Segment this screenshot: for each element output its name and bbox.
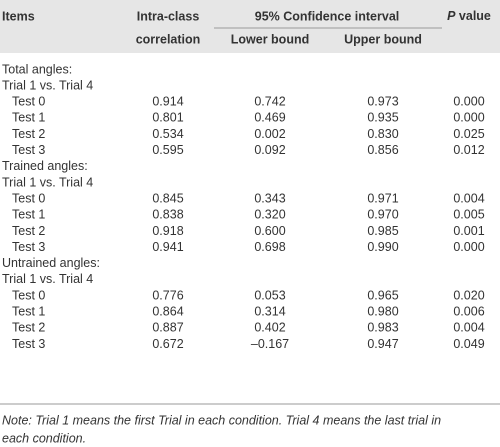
row-label: Test 2 xyxy=(12,321,45,335)
cell: 0.990 xyxy=(367,240,398,254)
row-label: Test 3 xyxy=(12,143,45,157)
cell: 0.983 xyxy=(367,321,398,335)
row-label: Test 1 xyxy=(12,111,45,125)
cell: 0.469 xyxy=(254,111,285,125)
header-band xyxy=(0,0,500,53)
cell: 0.742 xyxy=(254,95,285,109)
cell: 0.402 xyxy=(254,321,285,335)
header-p-italic: P xyxy=(447,9,456,23)
group-title: Trained angles: xyxy=(2,159,88,173)
cell: 0.534 xyxy=(152,127,183,141)
note: each condition. xyxy=(2,431,86,445)
row-label: Test 3 xyxy=(12,337,45,351)
cell: 0.005 xyxy=(453,208,484,222)
cell: 0.004 xyxy=(453,321,484,335)
cell: 0.092 xyxy=(254,143,285,157)
cell: 0.971 xyxy=(367,191,398,205)
cell: 0.856 xyxy=(367,143,398,157)
cell: 0.965 xyxy=(367,288,398,302)
cell: 0.914 xyxy=(152,95,183,109)
cell: 0.025 xyxy=(453,127,484,141)
header-p: P value xyxy=(447,9,491,23)
row-label: Test 2 xyxy=(12,127,45,141)
cell: 0.012 xyxy=(453,143,484,157)
cell: 0.864 xyxy=(152,305,183,319)
group-title: Total angles: xyxy=(2,62,72,76)
cell: –0.167 xyxy=(251,337,289,351)
group-title: Untrained angles: xyxy=(2,256,100,270)
row-label: Test 2 xyxy=(12,224,45,238)
cell: 0.049 xyxy=(453,337,484,351)
cell: 0.941 xyxy=(152,240,183,254)
cell: 0.001 xyxy=(453,224,484,238)
cell: 0.320 xyxy=(254,208,285,222)
cell: 0.918 xyxy=(152,224,183,238)
header-icc: Intra-class xyxy=(137,9,200,23)
cell: 0.006 xyxy=(453,305,484,319)
cell: 0.935 xyxy=(367,111,398,125)
cell: 0.000 xyxy=(453,95,484,109)
cell: 0.973 xyxy=(367,95,398,109)
group-subtitle: Trial 1 vs. Trial 4 xyxy=(2,175,93,189)
cell: 0.020 xyxy=(453,288,484,302)
cell: 0.985 xyxy=(367,224,398,238)
header-upper: Upper bound xyxy=(344,32,422,46)
cell: 0.845 xyxy=(152,191,183,205)
cell: 0.776 xyxy=(152,288,183,302)
cell: 0.947 xyxy=(367,337,398,351)
group-subtitle: Trial 1 vs. Trial 4 xyxy=(2,78,93,92)
cell: 0.830 xyxy=(367,127,398,141)
cell: 0.698 xyxy=(254,240,285,254)
cell: 0.053 xyxy=(254,288,285,302)
row-label: Test 0 xyxy=(12,95,45,109)
cell: 0.004 xyxy=(453,191,484,205)
cell: 0.672 xyxy=(152,337,183,351)
cell: 0.887 xyxy=(152,321,183,335)
cell: 0.595 xyxy=(152,143,183,157)
row-label: Test 1 xyxy=(12,305,45,319)
row-label: Test 0 xyxy=(12,191,45,205)
row-label: Test 1 xyxy=(12,208,45,222)
cell: 0.801 xyxy=(152,111,183,125)
cell: 0.000 xyxy=(453,240,484,254)
cell: 0.838 xyxy=(152,208,183,222)
cell: 0.000 xyxy=(453,111,484,125)
row-label: Test 3 xyxy=(12,240,45,254)
cell: 0.970 xyxy=(367,208,398,222)
header-icc: correlation xyxy=(136,32,201,46)
group-subtitle: Trial 1 vs. Trial 4 xyxy=(2,272,93,286)
row-label: Test 0 xyxy=(12,288,45,302)
cell: 0.600 xyxy=(254,224,285,238)
cell: 0.002 xyxy=(254,127,285,141)
cell: 0.980 xyxy=(367,305,398,319)
cell: 0.343 xyxy=(254,191,285,205)
note: Note: Trial 1 means the first Trial in e… xyxy=(2,413,441,427)
header-p-rest: value xyxy=(459,9,491,23)
cell: 0.314 xyxy=(254,305,285,319)
header-ci: 95% Confidence interval xyxy=(255,9,400,23)
header-lower: Lower bound xyxy=(231,32,309,46)
header-items: Items xyxy=(2,9,35,23)
